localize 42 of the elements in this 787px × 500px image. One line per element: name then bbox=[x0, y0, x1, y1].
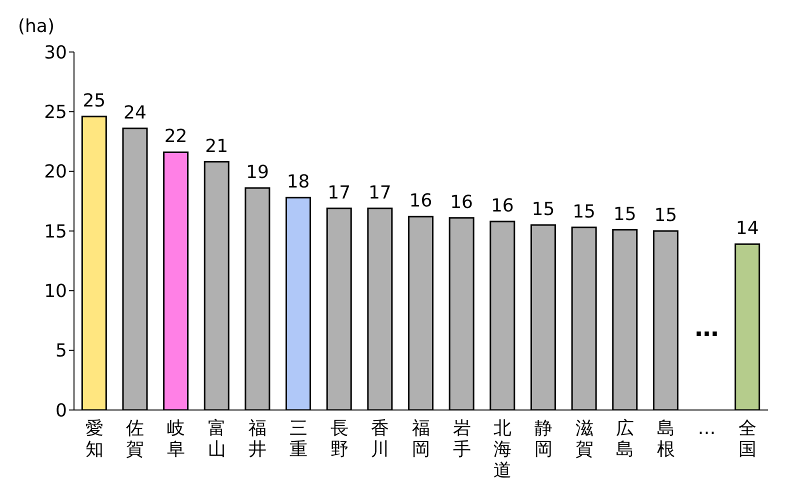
y-tick-label: 30 bbox=[44, 42, 67, 64]
data-label: 25 bbox=[82, 90, 106, 112]
x-tick-label: 岩手 bbox=[452, 418, 471, 460]
data-label: 14 bbox=[736, 218, 759, 240]
data-label: 22 bbox=[164, 126, 188, 148]
x-tick-label: 滋賀 bbox=[575, 418, 594, 460]
x-tick-label: 島根 bbox=[656, 418, 675, 460]
x-tick-label: 福井 bbox=[248, 418, 267, 460]
data-label: 16 bbox=[450, 192, 474, 213]
x-tick-label: 北海道 bbox=[494, 418, 512, 481]
data-label: 15 bbox=[654, 205, 678, 226]
x-tick-label: 三重 bbox=[290, 418, 308, 460]
x-tick-label: 静岡 bbox=[534, 418, 552, 460]
data-label: 15 bbox=[572, 201, 596, 222]
x-tick-label: 岐阜 bbox=[167, 418, 186, 460]
x-tick-label: 愛知 bbox=[85, 418, 104, 460]
x-tick-label: 長野 bbox=[330, 418, 348, 460]
annotation: … bbox=[694, 314, 719, 342]
x-tick-label: 全国 bbox=[738, 418, 757, 460]
data-label: 15 bbox=[532, 199, 555, 220]
data-label: 16 bbox=[490, 195, 514, 216]
x-tick-label: … bbox=[698, 418, 716, 439]
x-tick-label: 佐賀 bbox=[126, 418, 144, 460]
data-label: 18 bbox=[286, 172, 310, 193]
data-label: 19 bbox=[246, 162, 269, 184]
y-tick-label: 20 bbox=[44, 162, 67, 183]
y-tick-label: 0 bbox=[56, 400, 67, 422]
x-tick-label: 福岡 bbox=[412, 418, 430, 460]
y-tick-label: 5 bbox=[56, 340, 67, 362]
y-tick-label: 10 bbox=[44, 281, 67, 302]
data-label: 24 bbox=[124, 102, 146, 124]
data-label: 17 bbox=[328, 182, 351, 204]
x-tick-label: 香川 bbox=[371, 418, 390, 460]
y-axis-title: (ha) bbox=[18, 16, 54, 37]
data-label: 21 bbox=[205, 136, 228, 157]
data-label: 17 bbox=[368, 182, 392, 204]
data-label: 15 bbox=[613, 204, 636, 225]
y-tick-label: 15 bbox=[44, 221, 67, 242]
y-tick-label: 25 bbox=[44, 102, 67, 124]
x-tick-label: 広島 bbox=[616, 418, 634, 460]
data-label: 16 bbox=[409, 190, 432, 212]
x-tick-label: 富山 bbox=[208, 418, 226, 460]
